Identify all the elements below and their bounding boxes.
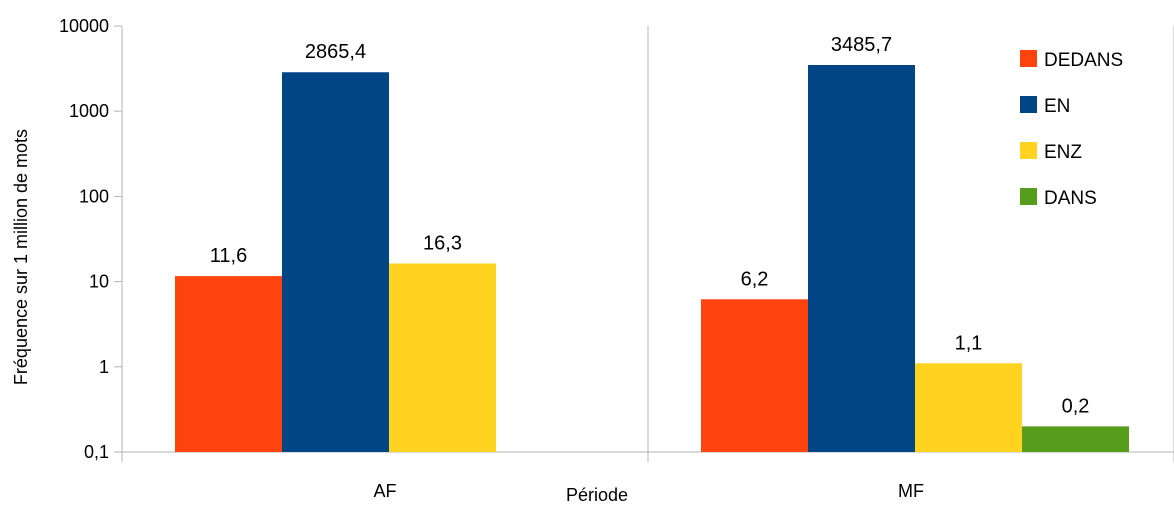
legend-swatch-enz <box>1020 142 1037 159</box>
bar-dedans-mf <box>701 299 808 452</box>
data-label: 16,3 <box>423 233 462 255</box>
bar-enz-af <box>389 263 496 452</box>
y-tick-labels: 0,1 1 10 100 1000 10000 <box>59 16 109 462</box>
bar-dans-mf <box>1022 426 1129 452</box>
bars <box>175 64 1129 453</box>
y-tick-label: 1000 <box>69 101 109 121</box>
legend-label: DANS <box>1044 188 1097 209</box>
y-tick-label: 10 <box>89 272 109 292</box>
bar-en-af <box>282 72 389 453</box>
data-label: 0,2 <box>1062 395 1090 417</box>
data-label: 2865,4 <box>305 41 366 63</box>
bar-dedans-af <box>175 276 282 452</box>
bar-en-mf <box>808 64 915 453</box>
data-label: 11,6 <box>210 245 247 267</box>
data-label: 1,1 <box>955 332 983 354</box>
x-category-label: AF <box>373 481 396 501</box>
y-axis-title: Fréquence sur 1 million de mots <box>11 129 31 385</box>
bar-enz-mf <box>915 363 1022 452</box>
data-label: 6,2 <box>741 268 769 290</box>
y-tick-label: 100 <box>79 186 109 206</box>
x-category-label: MF <box>898 481 924 501</box>
legend-swatch-dans <box>1020 188 1037 205</box>
y-tick-label: 1 <box>99 357 109 377</box>
legend-label: ENZ <box>1044 142 1082 163</box>
legend-swatch-en <box>1020 96 1037 113</box>
legend: DEDANS EN ENZ DANS <box>1020 50 1123 209</box>
legend-swatch-dedans <box>1020 50 1037 67</box>
data-label: 3485,7 <box>831 34 892 56</box>
legend-label: EN <box>1044 96 1070 117</box>
data-labels: 11,6 2865,4 16,3 6,2 3485,7 1,1 0,2 <box>210 34 1090 417</box>
x-axis-title: Période <box>566 485 628 505</box>
legend-label: DEDANS <box>1044 50 1123 71</box>
y-tick-label: 0,1 <box>84 442 109 462</box>
x-category-labels: AF MF <box>373 481 924 501</box>
y-tick-label: 10000 <box>59 16 109 36</box>
